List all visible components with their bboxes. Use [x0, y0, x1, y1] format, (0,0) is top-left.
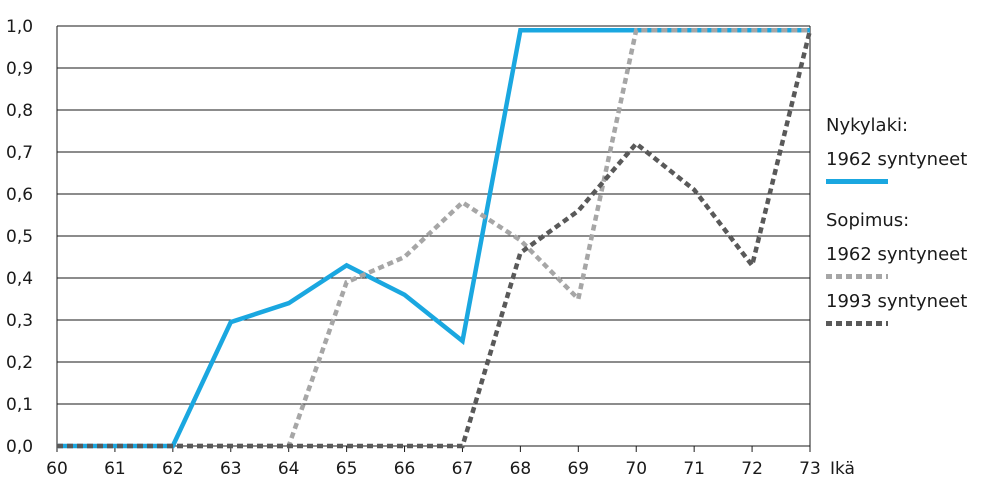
legend-swatch-dotted-darkgray	[826, 321, 888, 326]
legend-group-title: Sopimus:	[826, 210, 910, 231]
legend-group-title: Nykylaki:	[826, 115, 909, 136]
series-line-3	[57, 29, 813, 449]
gridlines	[57, 25, 810, 447]
y-tick-label: 0,0	[6, 437, 33, 457]
y-tick-label: 0,5	[6, 227, 33, 247]
x-tick-label: 72	[741, 459, 763, 479]
y-tick-label: 0,6	[6, 185, 33, 205]
y-tick-label: 0,8	[6, 101, 33, 121]
y-tick-label: 0,7	[6, 143, 33, 163]
axes	[56, 26, 811, 452]
x-tick-label: 63	[220, 459, 242, 479]
series-line-2	[57, 27, 810, 449]
legend-swatch-dotted-lightgray	[826, 274, 888, 279]
x-tick-label: 70	[625, 459, 647, 479]
x-tick-label: 68	[510, 459, 532, 479]
x-tick-label: 61	[104, 459, 126, 479]
legend-entry: 1962 syntyneet	[826, 244, 986, 279]
y-tick-label: 0,9	[6, 59, 33, 79]
y-tick-label: 0,1	[6, 395, 33, 415]
y-tick-label: 1,0	[6, 17, 33, 37]
x-axis-label: Ikä	[830, 459, 855, 479]
series-line-1	[57, 27, 810, 449]
x-tick-labels: 60 61 62 63 64 65 66 67 68 69 70 71 72 73	[46, 459, 821, 479]
legend-entry: 1962 syntyneet	[826, 149, 986, 184]
x-tick-label: 60	[46, 459, 68, 479]
legend: Nykylaki: 1962 syntyneet Sopimus: 1962 s…	[826, 115, 986, 326]
legend-entry: 1993 syntyneet	[826, 291, 986, 326]
legend-swatch-solid-blue	[826, 179, 888, 184]
y-tick-label: 0,2	[6, 353, 33, 373]
x-tick-label: 67	[452, 459, 474, 479]
x-tick-label: 62	[162, 459, 184, 479]
x-tick-label: 71	[683, 459, 705, 479]
series-lines	[57, 27, 813, 449]
x-tick-label: 69	[567, 459, 589, 479]
y-tick-labels: 0,0 0,1 0,2 0,3 0,4 0,5 0,6 0,7 0,8 0,9 1,0	[6, 17, 33, 457]
legend-label: 1962 syntyneet	[826, 149, 968, 170]
legend-label: 1993 syntyneet	[826, 291, 968, 312]
x-tick-label: 65	[336, 459, 358, 479]
y-tick-label: 0,4	[6, 269, 33, 289]
legend-label: 1962 syntyneet	[826, 244, 968, 265]
x-tick-label: 66	[394, 459, 416, 479]
x-tick-label: 64	[278, 459, 300, 479]
y-tick-label: 0,3	[6, 311, 33, 331]
x-tick-label: 73	[799, 459, 821, 479]
